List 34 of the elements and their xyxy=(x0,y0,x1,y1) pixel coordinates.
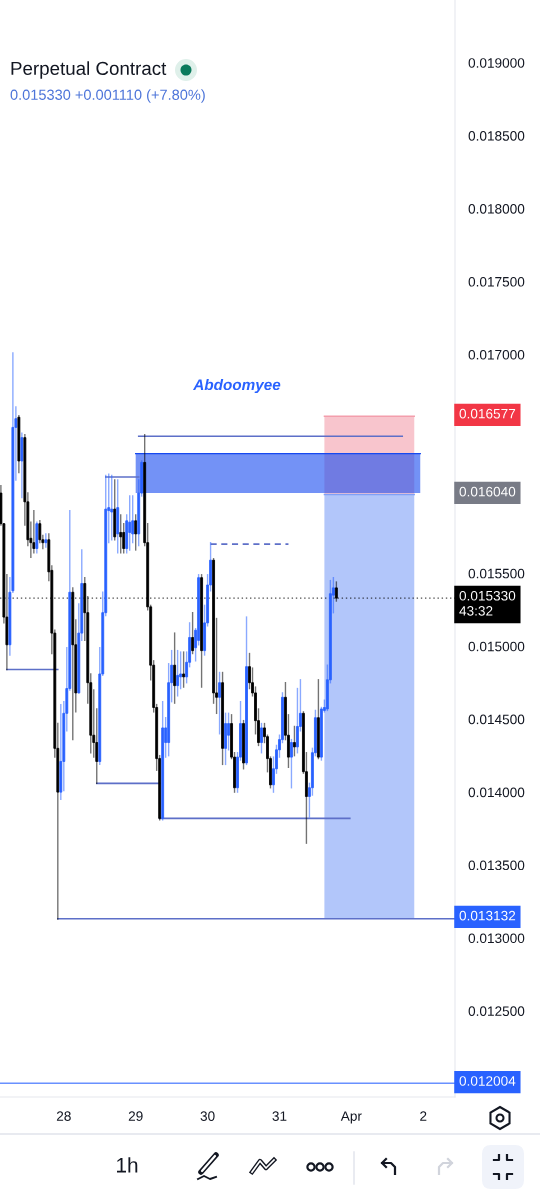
candlestick xyxy=(296,687,299,754)
y-tick-label: 0.015000 xyxy=(468,641,525,652)
candlestick xyxy=(260,722,263,754)
y-tick-label: 0.014000 xyxy=(468,787,525,798)
ref-line-label: 0.012004 xyxy=(459,1076,516,1086)
text: 1h xyxy=(117,1157,138,1173)
y-tick-label: 0.019000 xyxy=(468,58,525,68)
y-tick-label: 0.012500 xyxy=(468,1006,525,1016)
candlestick xyxy=(227,712,230,751)
x-tick-label: 31 xyxy=(272,1111,287,1121)
text: Perpetual Contract xyxy=(11,61,167,79)
x-tick-label: 28 xyxy=(56,1111,71,1121)
annotation: Abdoomyee xyxy=(192,378,281,394)
candlestick xyxy=(290,738,293,789)
candlestick xyxy=(293,725,296,757)
x-tick-label: 30 xyxy=(200,1111,215,1121)
x-tick-label: 29 xyxy=(128,1111,143,1121)
text: 0.016040 xyxy=(459,486,516,497)
text: 0.015330 +0.001110 (+7.80%) xyxy=(10,89,205,103)
y-tick-label: 0.017500 xyxy=(468,276,525,287)
text: 0.013132 xyxy=(459,910,516,921)
y-tick-label: 0.013500 xyxy=(468,860,525,871)
y-tick-label: 0.017000 xyxy=(468,349,525,360)
ref-line-label: 0.015330 43:32 xyxy=(459,590,516,616)
y-tick-label: 0.018000 xyxy=(468,204,525,214)
x-tick-label: 2 xyxy=(420,1111,427,1121)
candlestick xyxy=(218,671,221,735)
y-tick-label: 0.018500 xyxy=(468,131,525,141)
y-tick-label: 0.015500 xyxy=(468,568,525,579)
y-tick-label: 0.014500 xyxy=(468,714,525,725)
y-tick-label: 0.013000 xyxy=(468,933,525,944)
text: 0.016577 xyxy=(459,408,516,419)
x-tick-label: Apr xyxy=(340,1111,362,1124)
candlestick xyxy=(248,652,251,690)
